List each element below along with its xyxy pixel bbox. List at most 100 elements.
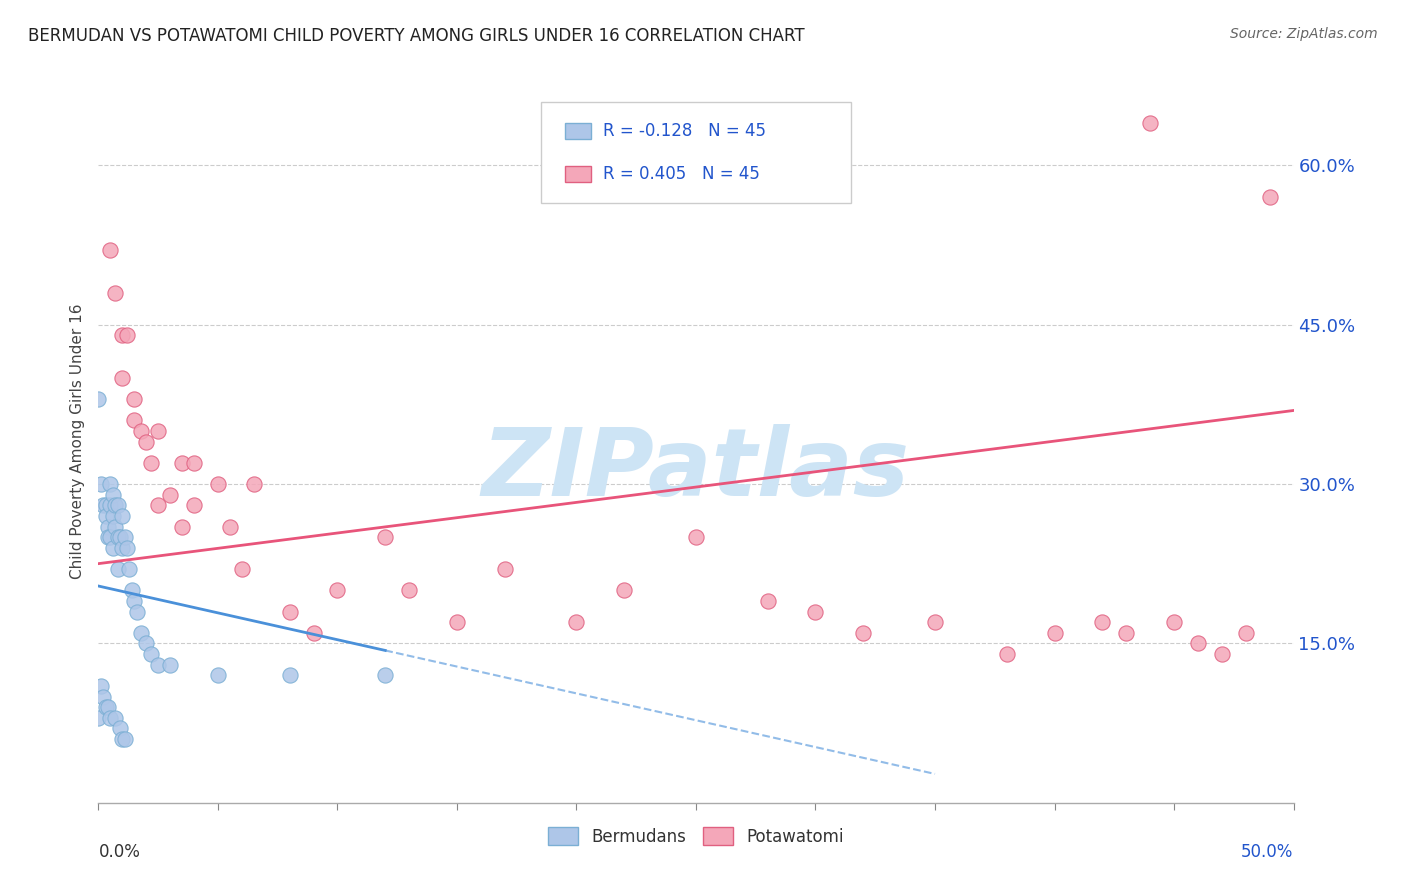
Point <box>107 498 129 512</box>
Point <box>124 594 146 608</box>
Text: 0.0%: 0.0% <box>98 843 141 861</box>
Point <box>87 392 110 406</box>
Point <box>219 519 242 533</box>
Point <box>565 615 588 630</box>
Point <box>114 530 136 544</box>
Point <box>97 530 120 544</box>
Point <box>104 498 127 512</box>
Point <box>1211 647 1233 661</box>
Point <box>494 562 516 576</box>
Point <box>924 615 946 630</box>
Point <box>243 477 266 491</box>
Point <box>104 519 127 533</box>
Bar <box>565 166 591 182</box>
Text: BERMUDAN VS POTAWATOMI CHILD POVERTY AMONG GIRLS UNDER 16 CORRELATION CHART: BERMUDAN VS POTAWATOMI CHILD POVERTY AMO… <box>28 27 804 45</box>
Point <box>101 508 124 523</box>
Point <box>98 498 122 512</box>
Point <box>101 541 124 555</box>
Point <box>107 530 129 544</box>
Point <box>118 562 141 576</box>
FancyBboxPatch shape <box>541 102 852 203</box>
Point <box>90 477 112 491</box>
Point <box>278 668 301 682</box>
Point <box>111 732 134 747</box>
Point <box>98 477 122 491</box>
Text: R = -0.128   N = 45: R = -0.128 N = 45 <box>603 122 766 140</box>
Point <box>98 244 122 258</box>
Point <box>135 434 157 449</box>
Point <box>124 413 146 427</box>
Y-axis label: Child Poverty Among Girls Under 16: Child Poverty Among Girls Under 16 <box>69 304 84 579</box>
Point <box>139 647 162 661</box>
Point <box>111 328 134 343</box>
Point <box>613 583 636 598</box>
Point <box>172 519 194 533</box>
Point <box>1187 636 1209 650</box>
Point <box>125 605 148 619</box>
Point <box>1091 615 1114 630</box>
Point <box>135 636 157 650</box>
Text: 50.0%: 50.0% <box>1241 843 1294 861</box>
Point <box>183 456 205 470</box>
Point <box>98 711 122 725</box>
Point <box>398 583 420 598</box>
Text: Source: ZipAtlas.com: Source: ZipAtlas.com <box>1230 27 1378 41</box>
Point <box>111 371 134 385</box>
Point <box>115 541 138 555</box>
Point <box>91 498 114 512</box>
Legend: Bermudans, Potawatomi: Bermudans, Potawatomi <box>541 821 851 852</box>
Point <box>446 615 468 630</box>
Point <box>139 456 162 470</box>
Point <box>97 700 120 714</box>
Point <box>121 583 143 598</box>
Point <box>159 657 181 672</box>
Point <box>1258 190 1281 204</box>
Point <box>685 530 707 544</box>
Point <box>115 328 138 343</box>
Point <box>94 700 117 714</box>
Point <box>98 530 122 544</box>
Point <box>87 711 110 725</box>
Point <box>114 732 136 747</box>
Point <box>159 488 181 502</box>
Bar <box>565 123 591 139</box>
Point <box>374 668 396 682</box>
Point <box>111 508 134 523</box>
Point <box>148 424 170 438</box>
Point <box>278 605 301 619</box>
Point <box>1139 116 1161 130</box>
Point <box>852 625 875 640</box>
Point <box>107 562 129 576</box>
Text: ZIPatlas: ZIPatlas <box>482 425 910 516</box>
Point <box>94 508 117 523</box>
Point <box>207 668 229 682</box>
Point <box>756 594 779 608</box>
Point <box>90 679 112 693</box>
Point <box>131 424 153 438</box>
Point <box>91 690 114 704</box>
Point <box>1043 625 1066 640</box>
Point <box>148 498 170 512</box>
Point <box>108 722 131 736</box>
Point <box>1163 615 1185 630</box>
Point <box>104 285 127 300</box>
Point <box>326 583 349 598</box>
Point <box>104 711 127 725</box>
Point <box>374 530 396 544</box>
Point <box>183 498 205 512</box>
Point <box>207 477 229 491</box>
Point <box>995 647 1018 661</box>
Point <box>231 562 253 576</box>
Point <box>1234 625 1257 640</box>
Point <box>94 498 117 512</box>
Point <box>302 625 325 640</box>
Point <box>1115 625 1137 640</box>
Point <box>124 392 146 406</box>
Point <box>172 456 194 470</box>
Point <box>101 488 124 502</box>
Point <box>108 530 131 544</box>
Point <box>111 541 134 555</box>
Point <box>131 625 153 640</box>
Point <box>804 605 827 619</box>
Point <box>148 657 170 672</box>
